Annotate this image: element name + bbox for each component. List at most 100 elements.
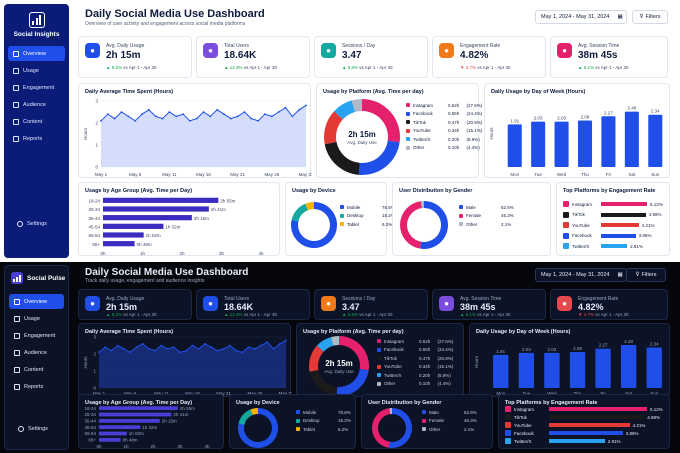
nav-label: Usage <box>24 315 40 322</box>
gender-donut <box>372 407 413 448</box>
legend-value: 0.34h <box>419 364 431 370</box>
kpi-card: ● Avg. Session Time 38m 45s ▲ 6.1% vs Apr 1… <box>432 289 546 320</box>
filters-button[interactable]: ⊽ Filters <box>632 10 668 24</box>
bar <box>99 406 178 411</box>
nav-content[interactable]: Content <box>8 114 65 129</box>
engagement-value: 4.98% <box>648 212 662 217</box>
legend-pct: (15.1%) <box>466 128 483 134</box>
data-point <box>257 119 260 122</box>
legend-item: TikTok 0.47h (20.9%) <box>406 118 482 127</box>
legend-item: Other 2.1% <box>459 220 514 229</box>
kpi-delta: ▲ 5.6% vs Apr 1 - Apr 30 <box>342 65 393 70</box>
week-card: Daily Usage by Day of Week (Hours) Hours… <box>484 83 670 178</box>
users-icon <box>13 101 19 108</box>
legend-value: 0.47h <box>419 355 431 361</box>
nav-content[interactable]: Content <box>9 362 64 377</box>
nav-overview[interactable]: Overview <box>9 294 64 309</box>
kpi-delta: ▼ 4.7% vs Apr 1 - Apr 30 <box>578 312 629 317</box>
sidebar-nav: Overview Usage Engagement Audience Conte… <box>5 294 68 394</box>
nav-settings[interactable]: Settings <box>12 216 61 231</box>
nav-audience[interactable]: Audience <box>9 345 64 360</box>
kpi-value: 2h 15m <box>106 302 138 312</box>
nav-audience[interactable]: Audience <box>8 97 65 112</box>
legend-item: Female 45.3% <box>459 212 514 221</box>
legend-item: Twitter/X 0.20h (8.9%) <box>406 135 482 144</box>
chart-title: Top Platforms by Engagement Rate <box>563 188 656 194</box>
data-point <box>229 117 232 120</box>
legend-item: Other 0.10h (4.4%) <box>377 380 453 389</box>
legend-value: 0.10h <box>448 145 460 151</box>
engagement-bar <box>549 415 645 419</box>
nav-reports[interactable]: Reports <box>9 379 64 394</box>
nav-engagement[interactable]: Engagement <box>9 328 64 343</box>
donut-slice <box>308 345 324 372</box>
legend-item: TikTok 0.47h (20.9%) <box>377 354 453 363</box>
legend-pct: 15.2% <box>338 418 351 424</box>
filters-button[interactable]: ⊽ Filters <box>626 268 666 282</box>
engagement-value: 5.12% <box>650 201 663 207</box>
y-axis-label: Hours <box>474 355 479 368</box>
nav-engagement[interactable]: Engagement <box>8 80 65 95</box>
bar-label: 1h 02m <box>146 233 161 238</box>
legend-swatch <box>422 427 426 432</box>
nav-settings[interactable]: Settings <box>13 421 60 436</box>
device-legend: Mobile 78.6% Desktop 15.2% Tablet 6.2% <box>296 408 351 434</box>
kpi-card: ● Total Users 18.64K ▲ 12.3% vs Apr 1 - Apr… <box>196 289 310 320</box>
nav-reports[interactable]: Reports <box>8 131 65 146</box>
legend-item: Instagram 0.62h (27.6%) <box>377 337 453 346</box>
legend-swatch <box>406 145 410 150</box>
light-dashboard: Social Insights Overview Usage Engagemen… <box>4 4 670 258</box>
kpi-delta: ▲ 12.3% vs Apr 1 - Apr 30 <box>224 65 277 70</box>
date-range-picker[interactable]: May 1, 2024 - May 31, 2024 ▦ <box>535 10 627 24</box>
gender-donut <box>400 201 449 249</box>
sidebar-nav: Overview Usage Engagement Audience Conte… <box>4 46 69 146</box>
engagement-bar <box>549 407 647 411</box>
legend-item: Tablet 6.2% <box>296 425 351 434</box>
clock-icon: ● <box>85 43 100 58</box>
legend-swatch <box>377 339 381 344</box>
platform-icon <box>563 222 569 228</box>
legend-swatch <box>406 111 410 116</box>
engagement-bar <box>601 244 628 248</box>
bar <box>648 114 663 167</box>
device-legend: Mobile 78.6% Desktop 15.2% Tablet 6.2% <box>340 203 395 229</box>
engagement-card: Top Platforms by Engagement Rate Instagr… <box>556 182 670 256</box>
platform-icon <box>505 422 511 428</box>
x-tick: Thu <box>574 391 582 396</box>
donut-slice <box>372 408 391 448</box>
legend-label: Instagram <box>413 102 434 108</box>
age-chart: 18-24 2h 55m 25-34 2h 41m 35-44 2h 15m 45-54 1h… <box>84 406 210 449</box>
engagement-bar <box>549 439 605 443</box>
legend-item: Twitter/X 0.20h (8.9%) <box>377 371 453 380</box>
kpi-delta: ▲ 8.2% vs Apr 1 - Apr 30 <box>106 312 157 317</box>
chart-title: Usage by Age Group (Avg. Time per Day) <box>85 188 193 194</box>
legend-label: Female <box>466 213 482 219</box>
date-range-picker[interactable]: May 1, 2024 - May 31, 2024 ▦ <box>535 268 627 282</box>
y-tick: 65+ <box>92 242 100 247</box>
kpi-card: ● Total Users 18.64K ▲ 12.3% vs Apr 1 - Apr… <box>196 36 310 78</box>
legend-pct: 2.1% <box>464 426 475 432</box>
engagement-value: 2.91% <box>607 438 621 444</box>
legend-label: Twitter/X <box>413 136 431 142</box>
bar-label: 2.34 <box>651 109 660 114</box>
nav-overview[interactable]: Overview <box>8 46 65 61</box>
nav-label: Overview <box>24 298 47 305</box>
area-fill <box>101 105 306 167</box>
donut-slice <box>420 201 424 209</box>
engagement-bar <box>549 431 623 435</box>
chart-title: Daily Usage by Day of Week (Hours) <box>491 89 586 95</box>
data-point <box>98 351 100 354</box>
data-point <box>100 119 102 122</box>
legend-swatch <box>459 213 463 218</box>
donut-slice <box>316 337 334 352</box>
nav-usage[interactable]: Usage <box>9 311 64 326</box>
engagement-row: Twitter/X 2.91% <box>563 243 643 249</box>
legend-label: Facebook <box>384 347 404 353</box>
legend-item: Male 52.6% <box>459 203 514 212</box>
nav-label: Settings <box>28 425 48 432</box>
legend-pct: (20.9%) <box>466 119 483 125</box>
time-spent-chart: 0 1 2 3 May 1 May 6 May 11 May 16 May 21 May 26 Ma… <box>83 335 294 397</box>
legend-value: 0.55h <box>448 111 460 117</box>
nav-usage[interactable]: Usage <box>8 63 65 78</box>
